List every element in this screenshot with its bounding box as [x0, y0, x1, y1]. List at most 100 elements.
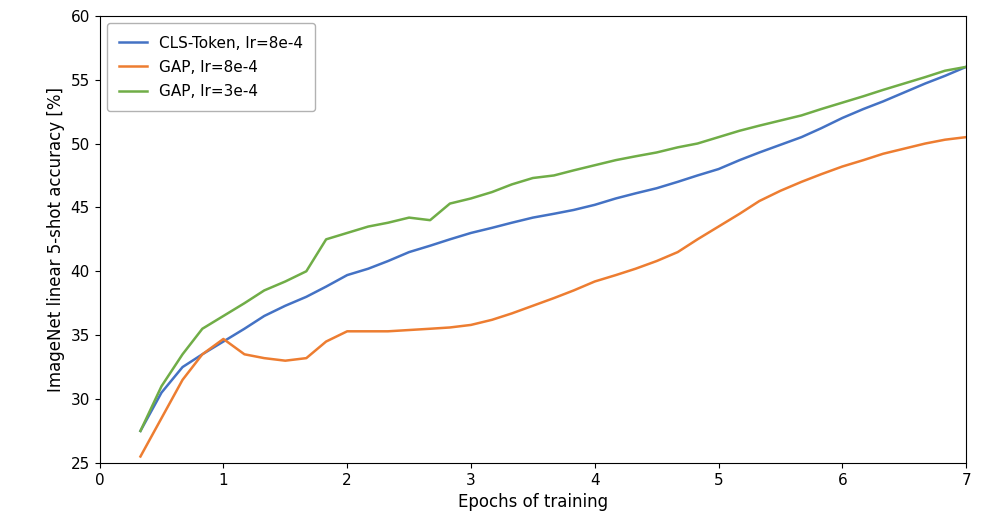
CLS-Token, lr=8e-4 [176, 364, 188, 370]
CLS-Token, lr=8e-4 [301, 294, 313, 300]
GAP, lr=3e-4 [382, 219, 394, 226]
GAP, lr=8e-4 [465, 322, 477, 328]
GAP, lr=3e-4 [939, 67, 951, 74]
GAP, lr=8e-4 [919, 140, 931, 147]
CLS-Token, lr=8e-4 [858, 106, 870, 112]
GAP, lr=8e-4 [217, 336, 229, 342]
GAP, lr=8e-4 [134, 453, 146, 460]
GAP, lr=3e-4 [691, 140, 703, 147]
GAP, lr=8e-4 [671, 249, 683, 255]
GAP, lr=8e-4 [629, 266, 641, 272]
GAP, lr=3e-4 [775, 117, 787, 124]
GAP, lr=3e-4 [629, 153, 641, 159]
CLS-Token, lr=8e-4 [919, 80, 931, 87]
CLS-Token, lr=8e-4 [506, 219, 518, 226]
GAP, lr=8e-4 [548, 295, 560, 301]
GAP, lr=3e-4 [238, 300, 250, 306]
GAP, lr=8e-4 [238, 351, 250, 358]
GAP, lr=8e-4 [403, 327, 415, 333]
CLS-Token, lr=8e-4 [671, 179, 683, 185]
CLS-Token, lr=8e-4 [877, 98, 889, 105]
GAP, lr=3e-4 [465, 195, 477, 201]
GAP, lr=3e-4 [671, 144, 683, 150]
GAP, lr=8e-4 [320, 338, 332, 345]
GAP, lr=8e-4 [301, 355, 313, 361]
GAP, lr=3e-4 [610, 157, 622, 163]
GAP, lr=3e-4 [403, 215, 415, 221]
GAP, lr=8e-4 [506, 310, 518, 317]
CLS-Token, lr=8e-4 [424, 242, 436, 249]
GAP, lr=8e-4 [527, 302, 539, 309]
CLS-Token, lr=8e-4 [753, 149, 765, 156]
GAP, lr=3e-4 [712, 134, 724, 140]
GAP, lr=3e-4 [650, 149, 662, 156]
GAP, lr=3e-4 [858, 93, 870, 99]
GAP, lr=8e-4 [155, 415, 167, 421]
Y-axis label: ImageNet linear 5-shot accuracy [%]: ImageNet linear 5-shot accuracy [%] [47, 87, 65, 392]
GAP, lr=8e-4 [444, 325, 456, 331]
GAP, lr=3e-4 [217, 313, 229, 319]
CLS-Token, lr=8e-4 [382, 258, 394, 264]
CLS-Token, lr=8e-4 [775, 141, 787, 148]
GAP, lr=3e-4 [734, 128, 746, 134]
Legend: CLS-Token, lr=8e-4, GAP, lr=8e-4, GAP, lr=3e-4: CLS-Token, lr=8e-4, GAP, lr=8e-4, GAP, l… [108, 24, 316, 111]
GAP, lr=8e-4 [816, 171, 828, 177]
GAP, lr=8e-4 [939, 137, 951, 143]
CLS-Token, lr=8e-4 [238, 326, 250, 332]
GAP, lr=3e-4 [196, 326, 208, 332]
GAP, lr=8e-4 [196, 351, 208, 358]
GAP, lr=3e-4 [589, 162, 601, 168]
GAP, lr=3e-4 [134, 428, 146, 434]
GAP, lr=8e-4 [176, 377, 188, 383]
CLS-Token, lr=8e-4 [196, 351, 208, 358]
GAP, lr=8e-4 [589, 278, 601, 285]
CLS-Token, lr=8e-4 [444, 236, 456, 242]
CLS-Token, lr=8e-4 [960, 64, 972, 70]
GAP, lr=3e-4 [919, 74, 931, 80]
Line: GAP, lr=8e-4: GAP, lr=8e-4 [140, 137, 966, 457]
GAP, lr=8e-4 [877, 150, 889, 157]
GAP, lr=8e-4 [610, 272, 622, 278]
X-axis label: Epochs of training: Epochs of training [458, 493, 608, 511]
GAP, lr=3e-4 [155, 383, 167, 389]
GAP, lr=3e-4 [342, 230, 354, 236]
CLS-Token, lr=8e-4 [320, 284, 332, 290]
CLS-Token, lr=8e-4 [939, 73, 951, 79]
GAP, lr=8e-4 [712, 224, 724, 230]
GAP, lr=8e-4 [691, 236, 703, 242]
CLS-Token, lr=8e-4 [155, 389, 167, 396]
GAP, lr=8e-4 [363, 328, 374, 335]
GAP, lr=3e-4 [877, 87, 889, 93]
CLS-Token, lr=8e-4 [548, 210, 560, 217]
GAP, lr=3e-4 [506, 181, 518, 188]
GAP, lr=3e-4 [279, 278, 291, 285]
CLS-Token, lr=8e-4 [342, 272, 354, 278]
CLS-Token, lr=8e-4 [465, 230, 477, 236]
GAP, lr=3e-4 [424, 217, 436, 224]
GAP, lr=8e-4 [342, 328, 354, 335]
CLS-Token, lr=8e-4 [134, 428, 146, 434]
CLS-Token, lr=8e-4 [568, 207, 580, 213]
GAP, lr=3e-4 [816, 106, 828, 112]
GAP, lr=8e-4 [258, 355, 270, 361]
GAP, lr=3e-4 [898, 80, 910, 87]
Line: GAP, lr=3e-4: GAP, lr=3e-4 [140, 67, 966, 431]
CLS-Token, lr=8e-4 [650, 185, 662, 191]
GAP, lr=8e-4 [382, 328, 394, 335]
GAP, lr=3e-4 [548, 173, 560, 179]
GAP, lr=3e-4 [363, 224, 374, 230]
GAP, lr=8e-4 [279, 358, 291, 364]
GAP, lr=8e-4 [837, 164, 849, 170]
GAP, lr=3e-4 [960, 64, 972, 70]
CLS-Token, lr=8e-4 [589, 201, 601, 208]
CLS-Token, lr=8e-4 [610, 195, 622, 201]
CLS-Token, lr=8e-4 [629, 190, 641, 197]
CLS-Token, lr=8e-4 [486, 225, 498, 231]
CLS-Token, lr=8e-4 [837, 115, 849, 121]
GAP, lr=3e-4 [837, 99, 849, 106]
CLS-Token, lr=8e-4 [217, 338, 229, 345]
GAP, lr=3e-4 [753, 123, 765, 129]
GAP, lr=8e-4 [858, 157, 870, 163]
GAP, lr=8e-4 [568, 287, 580, 294]
GAP, lr=8e-4 [650, 258, 662, 264]
